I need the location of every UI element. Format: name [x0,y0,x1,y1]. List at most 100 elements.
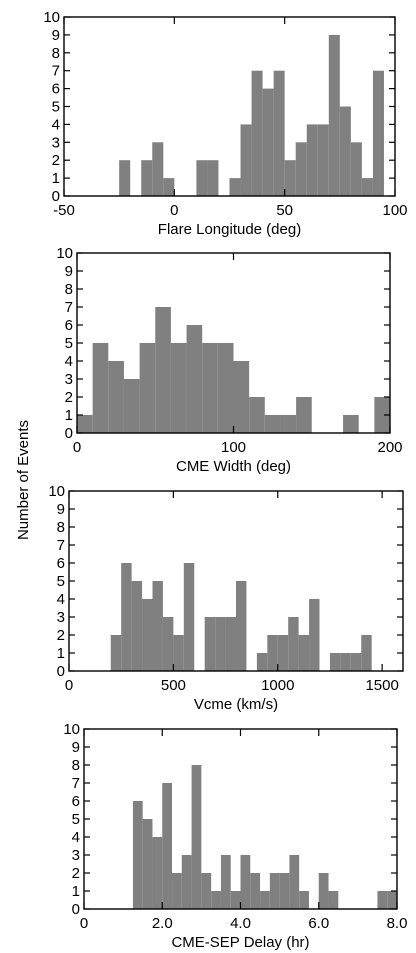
x-tick-label: 500 [161,677,186,694]
histogram-bar [280,415,297,433]
shared-y-axis-label: Number of Events [15,420,32,540]
y-tick-label: 7 [72,775,80,792]
histogram-bar [172,873,182,909]
y-tick-label: 2 [52,152,60,169]
histogram-bar [202,343,218,433]
histogram-bar [328,34,340,197]
histogram-bar [173,635,184,671]
y-tick-label: 1 [65,407,73,424]
x-tick-label: 100 [382,202,407,219]
histogram-bar [186,325,203,433]
y-tick-label: 7 [57,537,65,554]
histogram-bar [372,70,384,196]
histogram-bar [162,783,173,909]
histogram-bar [119,160,131,196]
histogram-bar [181,855,192,909]
histogram-bar [350,142,362,196]
y-tick-label: 7 [52,63,60,80]
histogram-bar [277,635,289,671]
histogram-bar [108,361,124,433]
y-tick-label: 4 [57,591,65,608]
y-tick-label: 0 [72,901,80,918]
histogram-bar [152,581,163,671]
y-tick-label: 10 [63,721,80,738]
histogram-bar [374,397,390,433]
histogram-bar [217,343,234,433]
x-tick-label: 0 [170,202,178,219]
x-tick-label: 50 [276,202,293,219]
histogram-bar [121,563,132,671]
y-tick-label: 5 [52,99,60,116]
histogram-bar [233,361,250,433]
histogram-bar [183,563,195,671]
histogram-bar [204,617,216,671]
histogram-bar [273,70,285,196]
histogram-bar [139,343,156,433]
y-tick-label: 0 [65,425,73,442]
histogram-bar [123,379,140,433]
histogram-bar [131,581,143,671]
histogram-bar [170,343,187,433]
histogram-bar [306,124,318,196]
histogram-bar [288,617,299,671]
histogram-bar [361,178,373,196]
y-tick-label: 2 [57,627,65,644]
x-axis-label: CME-SEP Delay (hr) [171,934,309,951]
y-tick-label: 7 [65,299,73,316]
x-tick-label: 200 [377,439,402,456]
histogram-bar [196,160,208,196]
y-tick-label: 8 [72,757,80,774]
histogram-bar [269,873,280,909]
histogram-bar [289,855,300,909]
histogram-bar [163,178,175,196]
y-tick-label: 9 [57,501,65,518]
histogram-bar [260,891,270,909]
y-tick-label: 1 [72,883,80,900]
y-tick-label: 4 [52,116,60,133]
histogram-bar [279,873,290,909]
histogram-bar [328,891,339,909]
y-tick-label: 9 [52,27,60,44]
y-tick-label: 3 [72,847,80,864]
x-tick-label: 0 [73,439,81,456]
histogram-bar [309,599,320,671]
histogram-bar [155,307,171,433]
x-axis-label: Flare Longitude (deg) [158,221,301,238]
histogram-bar [299,891,309,909]
y-tick-label: 10 [56,245,73,262]
histogram-bar [256,653,268,671]
y-tick-label: 2 [65,389,73,406]
histogram-bar [251,70,263,196]
x-tick-label: 2.0 [152,915,173,932]
y-tick-label: 10 [43,9,60,26]
histogram-bar [296,397,312,433]
histogram-bar [225,617,236,671]
histogram-bar [350,653,362,671]
y-tick-label: 1 [57,645,65,662]
y-tick-label: 5 [72,811,80,828]
histogram-bar [215,617,226,671]
y-tick-label: 8 [57,519,65,536]
x-tick-label: 4.0 [230,915,251,932]
histogram-bar [298,635,310,671]
histogram-bar [318,873,329,909]
y-tick-label: 9 [72,739,80,756]
y-tick-label: 6 [65,317,73,334]
y-tick-label: 6 [57,555,65,572]
y-tick-label: 2 [72,865,80,882]
y-tick-label: 5 [65,335,73,352]
histogram-bar [141,160,153,196]
histogram-bar [262,88,274,196]
y-tick-label: 3 [57,609,65,626]
histogram-bar [361,635,372,671]
y-tick-label: 1 [52,170,60,187]
x-axis-label: CME Width (deg) [176,458,291,475]
y-tick-label: 8 [65,281,73,298]
x-tick-label: 6.0 [308,915,329,932]
histogram-bar [230,891,241,909]
histogram-bar [207,160,219,196]
